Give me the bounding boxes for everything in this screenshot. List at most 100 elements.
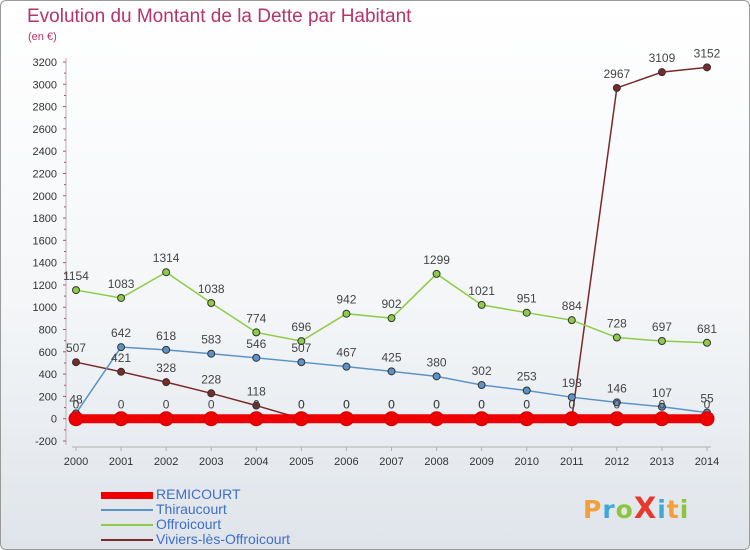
data-point — [474, 411, 490, 427]
data-point — [117, 293, 126, 302]
data-label: 55 — [700, 392, 714, 406]
data-point — [612, 398, 621, 407]
logo-letter: P — [583, 495, 603, 524]
x-tick-label: 2004 — [244, 456, 268, 468]
data-point — [162, 378, 171, 387]
data-label: 467 — [336, 346, 356, 360]
x-tick-label: 2001 — [109, 456, 133, 468]
y-tick-label: 1800 — [33, 213, 57, 225]
data-point — [609, 411, 625, 427]
data-label: 380 — [427, 355, 447, 369]
logo-letter: o — [615, 495, 634, 524]
data-point — [162, 268, 171, 277]
data-label: 0 — [478, 398, 485, 412]
data-point — [477, 300, 486, 309]
legend-label: Offroicourt — [156, 516, 222, 532]
legend-swatch — [101, 509, 153, 511]
data-label: 697 — [652, 320, 672, 334]
y-tick-label: 2600 — [33, 124, 57, 136]
logo-letter: X — [633, 491, 658, 525]
data-point — [207, 349, 216, 358]
data-label: 0 — [298, 398, 305, 412]
y-tick-label: 2000 — [33, 191, 57, 203]
data-point — [297, 337, 306, 346]
legend-item: Offroicourt — [101, 516, 361, 532]
data-label: 0 — [433, 398, 440, 412]
data-label: 546 — [246, 337, 266, 351]
data-label: 228 — [201, 372, 221, 386]
x-tick-label: 2005 — [289, 456, 313, 468]
data-point — [567, 393, 576, 402]
series-points — [68, 63, 715, 427]
data-point — [72, 286, 80, 295]
data-label: 884 — [562, 299, 582, 313]
y-tick-label: 3000 — [33, 79, 57, 91]
data-point — [703, 338, 711, 347]
data-point — [703, 63, 711, 72]
data-label: 146 — [607, 381, 627, 395]
data-label: 0 — [523, 398, 530, 412]
data-label: 507 — [66, 341, 86, 355]
data-label: 1314 — [153, 251, 180, 265]
x-tick-label: 2012 — [605, 456, 629, 468]
data-label: 942 — [336, 293, 356, 307]
y-tick-label: 0 — [51, 414, 57, 426]
data-label: 1299 — [423, 253, 450, 267]
data-label: 425 — [381, 350, 401, 364]
data-point — [248, 411, 264, 427]
data-label: 1154 — [63, 269, 89, 283]
y-tick-label: 1400 — [33, 258, 57, 270]
data-point — [432, 372, 441, 381]
data-label: 507 — [291, 341, 311, 355]
legend: REMICOURT Thiraucourt Offroicourt Viviers-l… — [101, 486, 361, 547]
y-tick-label: 2800 — [33, 102, 57, 114]
data-point — [207, 389, 216, 398]
legend-swatch — [101, 491, 153, 499]
data-point — [519, 411, 535, 427]
data-point — [113, 411, 129, 427]
logo-letter: i — [657, 495, 667, 524]
chart-title: Evolution du Montant de la Dette par Hab… — [27, 6, 412, 27]
legend-label: Thiraucourt — [156, 501, 227, 517]
data-point — [338, 411, 354, 427]
data-label: 118 — [247, 385, 266, 399]
data-label: 3109 — [649, 51, 676, 65]
data-point — [342, 362, 351, 371]
x-tick-label: 2013 — [650, 456, 674, 468]
data-label: 0 — [163, 398, 170, 412]
x-tick-label: 2008 — [424, 456, 448, 468]
data-label: 0 — [253, 398, 260, 412]
x-tick-label: 2000 — [64, 456, 88, 468]
y-tick-label: -200 — [35, 436, 57, 448]
data-label: 0 — [388, 398, 395, 412]
data-label: 0 — [388, 398, 395, 412]
data-label: 0 — [523, 398, 530, 412]
data-label: 0 — [478, 398, 485, 412]
data-point — [657, 402, 666, 411]
data-label: 328 — [156, 361, 176, 375]
data-point — [612, 83, 621, 92]
y-tick-label: 2400 — [33, 146, 57, 158]
data-point — [117, 367, 126, 376]
data-point — [72, 358, 80, 367]
data-label: 0 — [568, 398, 575, 412]
x-tick-label: 2007 — [379, 456, 403, 468]
data-point — [567, 316, 576, 325]
data-point — [384, 411, 399, 427]
x-tick-label: 2010 — [514, 456, 538, 468]
data-label: 1038 — [198, 282, 225, 296]
data-label: 421 — [111, 351, 131, 365]
data-label: 302 — [472, 364, 492, 378]
y-tick-label: 200 — [39, 391, 57, 403]
data-point — [429, 411, 445, 427]
data-point — [564, 411, 580, 427]
data-point — [657, 337, 666, 346]
data-point — [657, 68, 666, 77]
x-tick-label: 2002 — [154, 456, 178, 468]
data-point — [432, 269, 441, 278]
data-label: 253 — [517, 370, 537, 384]
data-label: 0 — [73, 398, 80, 412]
